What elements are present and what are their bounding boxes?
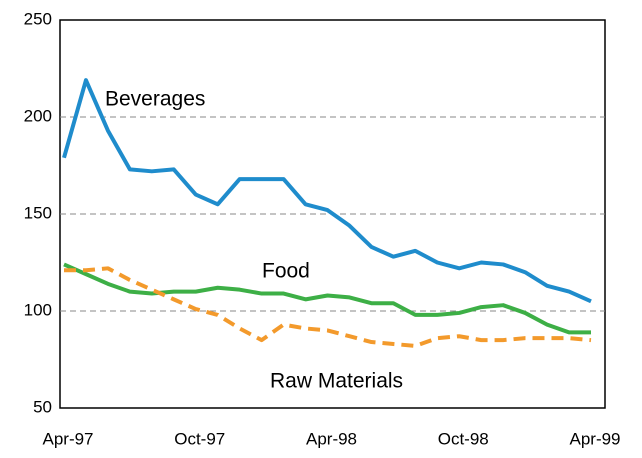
y-tick-label: 150 xyxy=(24,203,52,222)
series-label: Raw Materials xyxy=(270,370,403,393)
series-line xyxy=(64,266,592,348)
y-tick-label: 100 xyxy=(24,300,52,319)
x-tick-label: Apr-99 xyxy=(569,429,620,448)
y-tick-label: 250 xyxy=(24,9,52,28)
series-line xyxy=(63,262,591,335)
y-tick-label: 200 xyxy=(24,106,52,125)
y-tick-label: 50 xyxy=(33,397,52,416)
x-tick-label: Apr-98 xyxy=(306,429,357,448)
series-line xyxy=(62,78,592,304)
x-tick-label: Apr-97 xyxy=(42,429,93,448)
x-tick-label: Oct-98 xyxy=(438,429,489,448)
series-label: Beverages xyxy=(105,88,205,111)
x-tick-label: Oct-97 xyxy=(174,429,225,448)
series-label: Food xyxy=(262,260,310,283)
